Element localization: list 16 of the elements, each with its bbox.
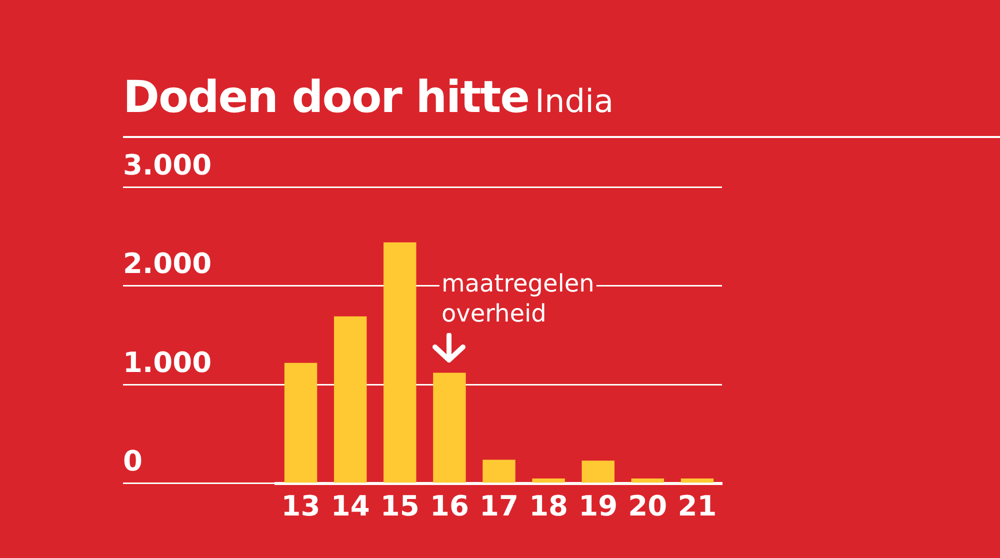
x-tick-label: 14 — [330, 489, 370, 522]
x-tick-label: 16 — [430, 489, 469, 522]
x-tick-label: 21 — [678, 489, 717, 522]
chart-subtitle: India — [535, 82, 614, 120]
y-tick-label: 3.000 — [123, 148, 212, 182]
y-tick-label: 0 — [123, 444, 142, 478]
x-tick-label: 18 — [529, 489, 568, 522]
chart-title: Doden door hitte — [123, 72, 530, 123]
y-tick-label: 2.000 — [123, 247, 212, 280]
x-tick-label: 13 — [281, 489, 320, 522]
x-tick-label: 19 — [578, 489, 618, 522]
y-tick-label: 1.000 — [123, 346, 212, 379]
x-tick-label: 20 — [628, 489, 668, 522]
x-tick-label: 17 — [480, 489, 518, 522]
x-tick-label: 15 — [380, 489, 420, 522]
annotation: maatregelen overheid — [441, 270, 594, 328]
